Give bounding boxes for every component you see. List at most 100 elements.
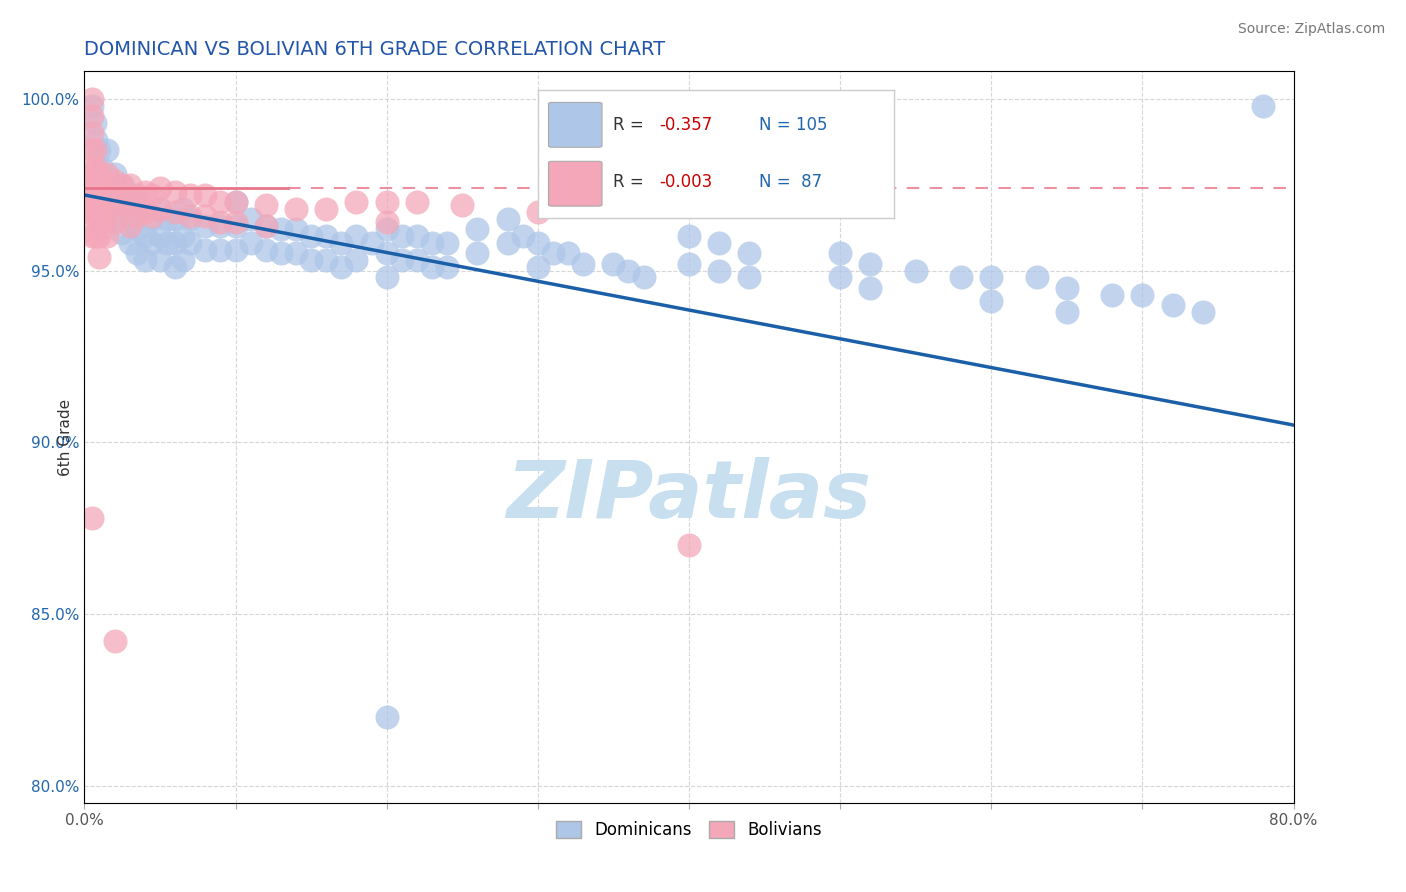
Point: [84, 229, 107, 244]
Point: [512, 229, 534, 244]
Point: [254, 243, 277, 257]
Point: [89, 188, 111, 202]
Point: [87, 191, 110, 205]
Point: [80, 510, 103, 524]
Point: [467, 222, 489, 236]
Point: [96, 167, 118, 181]
Point: [467, 246, 489, 260]
Point: [149, 253, 172, 268]
Point: [84, 209, 107, 223]
Point: [375, 194, 398, 209]
Point: [127, 194, 149, 209]
Point: [194, 188, 217, 202]
Point: [111, 226, 134, 240]
Point: [330, 260, 353, 274]
Point: [436, 235, 458, 250]
Point: [134, 229, 156, 244]
Point: [141, 188, 163, 202]
Point: [859, 257, 882, 271]
Point: [904, 263, 927, 277]
Point: [118, 212, 141, 227]
Point: [104, 188, 127, 202]
Point: [89, 250, 111, 264]
Point: [830, 246, 852, 260]
Point: [86, 133, 108, 147]
Point: [678, 538, 700, 552]
Point: [118, 198, 141, 212]
Point: [89, 167, 111, 181]
Point: [141, 209, 163, 223]
Point: [91, 178, 114, 192]
Point: [1192, 304, 1215, 318]
Point: [80, 98, 103, 112]
Point: [1161, 298, 1184, 312]
Point: [633, 270, 655, 285]
Point: [1056, 304, 1078, 318]
Point: [375, 246, 398, 260]
Point: [156, 235, 179, 250]
Point: [111, 178, 134, 192]
Point: [84, 144, 107, 158]
Point: [254, 198, 277, 212]
Point: [118, 235, 141, 250]
Point: [141, 212, 163, 227]
Point: [709, 263, 731, 277]
Point: [179, 209, 201, 223]
Point: [87, 170, 110, 185]
Point: [165, 185, 187, 199]
Point: [96, 144, 118, 158]
Point: [270, 222, 292, 236]
Point: [104, 215, 127, 229]
Text: ZIPatlas: ZIPatlas: [506, 457, 872, 534]
Point: [91, 215, 114, 229]
Point: [91, 194, 114, 209]
Point: [950, 270, 973, 285]
Point: [149, 229, 172, 244]
Point: [239, 235, 262, 250]
Point: [678, 229, 700, 244]
Point: [194, 219, 217, 233]
Point: [541, 246, 564, 260]
Point: [527, 260, 550, 274]
Point: [80, 194, 103, 209]
Y-axis label: 6th Grade: 6th Grade: [58, 399, 73, 475]
Point: [118, 178, 141, 192]
Point: [1056, 281, 1078, 295]
Point: [149, 202, 172, 216]
Point: [375, 270, 398, 285]
Point: [172, 202, 194, 216]
Point: [315, 253, 337, 268]
Point: [980, 294, 1002, 309]
Text: Source: ZipAtlas.com: Source: ZipAtlas.com: [1237, 22, 1385, 37]
Point: [127, 222, 149, 236]
Point: [209, 215, 232, 229]
Point: [89, 229, 111, 244]
Point: [602, 257, 624, 271]
Point: [194, 243, 217, 257]
Point: [360, 235, 382, 250]
Point: [375, 710, 398, 724]
Point: [96, 209, 118, 223]
Point: [225, 219, 247, 233]
Point: [80, 109, 103, 123]
Point: [80, 212, 103, 227]
Point: [194, 209, 217, 223]
Point: [118, 188, 141, 202]
Point: [111, 198, 134, 212]
Point: [617, 263, 640, 277]
Point: [496, 212, 519, 227]
Point: [527, 205, 550, 219]
Point: [225, 215, 247, 229]
Point: [111, 178, 134, 192]
Point: [709, 235, 731, 250]
Point: [315, 202, 337, 216]
Point: [134, 185, 156, 199]
Point: [225, 194, 247, 209]
Point: [406, 229, 429, 244]
Point: [149, 202, 172, 216]
Point: [209, 219, 232, 233]
Point: [134, 205, 156, 219]
Point: [1253, 98, 1275, 112]
Point: [96, 229, 118, 244]
Point: [285, 246, 308, 260]
